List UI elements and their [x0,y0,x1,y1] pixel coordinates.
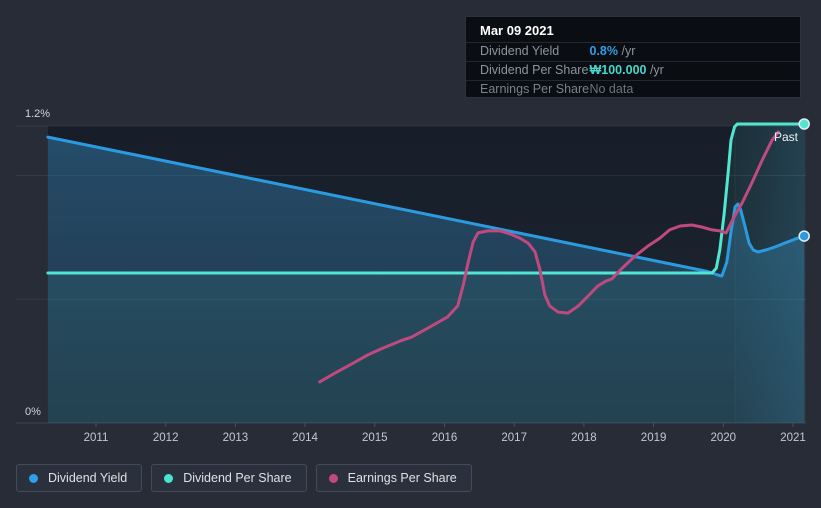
earnings-per-share-line [318,130,780,384]
tooltip-suffix: /yr [649,63,664,77]
legend-label: Dividend Yield [48,471,128,485]
tooltip-label: Earnings Per Share [480,82,590,96]
tooltip-suffix: /yr [621,44,636,58]
dividend-yield-line [46,135,806,278]
tooltip-row-dividend-per-share: Dividend Per Share ₩100.000 /yr [466,61,800,80]
legend-item-earnings-per-share[interactable]: Earnings Per Share [315,464,472,492]
y-axis-min-label: 0% [25,406,41,418]
x-tick-label: 2017 [501,432,527,444]
dividend-yield-end-dot [798,230,810,242]
tick-layer: 2011 2012 2013 2014 2015 2016 2017 2018 2019 2020… [84,423,806,444]
tooltip-date: Mar 09 2021 [480,23,554,38]
tooltip-label: Dividend Per Share [480,63,589,77]
legend-item-dividend-yield[interactable]: Dividend Yield [16,464,143,492]
chart-tooltip: Mar 09 2021 Dividend Yield 0.8% /yr Divi… [465,16,801,98]
x-tick-label: 2019 [641,432,667,444]
tooltip-row-earnings-per-share: Earnings Per Share No data [466,80,800,99]
earnings-per-share-dot-icon [328,473,338,483]
chart-canvas[interactable]: 2011 2012 2013 2014 2015 2016 2017 2018 2019 2020… [0,0,821,455]
legend-label: Earnings Per Share [347,471,457,485]
tooltip-value: ₩100.000 [589,63,647,77]
x-tick-label: 2016 [432,432,458,444]
y-axis-max-label: 1.2% [25,108,50,120]
x-tick-label: 2011 [84,432,109,444]
x-tick-label: 2020 [711,432,737,444]
x-tick-label: 2013 [223,432,249,444]
tooltip-value: No data [589,82,634,96]
legend-item-dividend-per-share[interactable]: Dividend Per Share [151,464,307,492]
tooltip-label: Dividend Yield [480,44,560,58]
tooltip-row-dividend-yield: Dividend Yield 0.8% /yr [466,42,800,61]
dividend-per-share-end-dot [798,118,810,130]
past-annotation: Past [774,130,799,144]
dividend-per-share-dot-icon [164,473,174,483]
line-layer [46,118,810,384]
x-tick-label: 2015 [362,432,388,444]
x-tick-label: 2012 [153,432,179,444]
dividend-per-share-line [46,122,806,275]
tooltip-value: 0.8% [589,44,618,58]
dividend-yield-dot-icon [29,473,38,483]
chart-legend: Dividend Yield Dividend Per Share Earnin… [16,464,472,492]
x-tick-label: 2021 [780,432,806,444]
x-tick-label: 2014 [292,432,318,444]
dividend-yield-area [47,137,805,423]
legend-label: Dividend Per Share [183,471,292,485]
x-tick-label: 2018 [571,432,597,444]
